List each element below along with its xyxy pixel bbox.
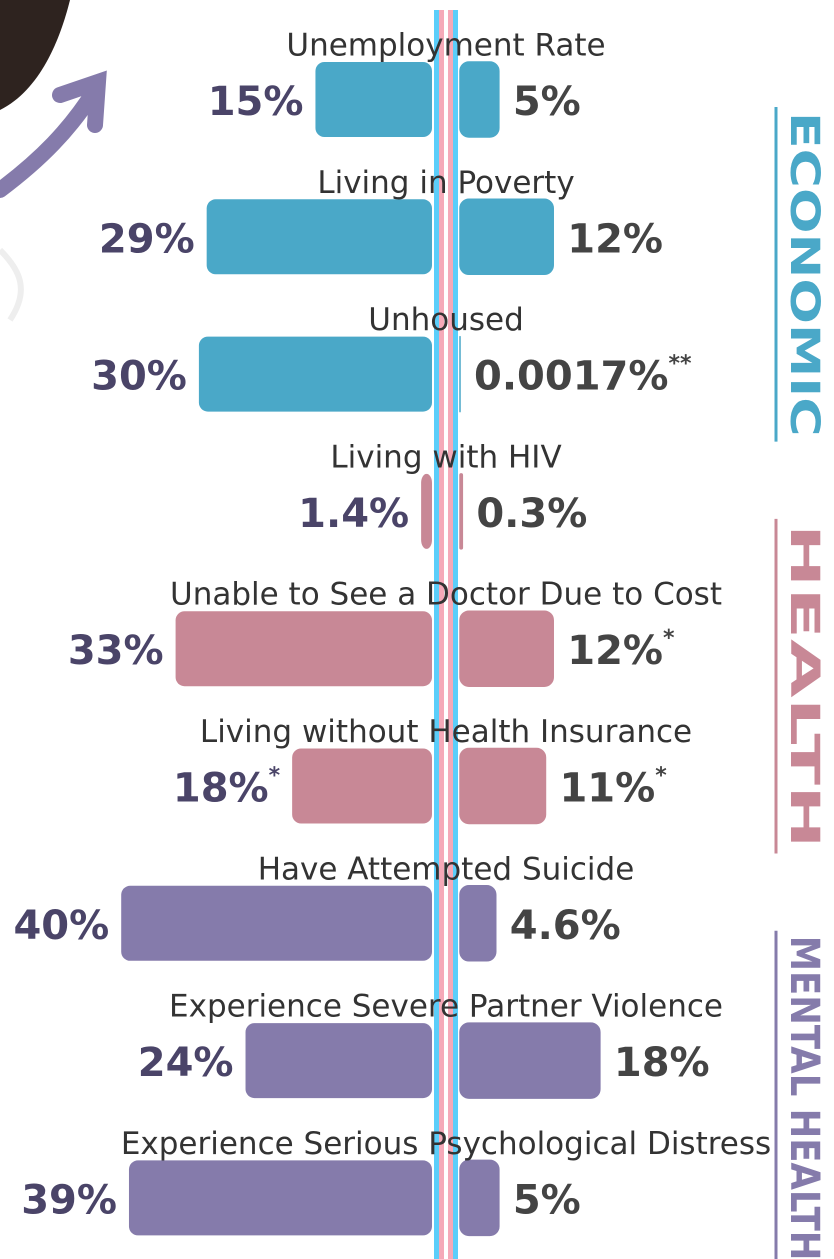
bar-left — [315, 62, 432, 137]
category-label: Living with HIV — [330, 439, 561, 475]
category-label: Living without Health Insurance — [200, 714, 692, 750]
category-label: Experience Severe Partner Violence — [169, 989, 723, 1025]
category-label: Have Attempted Suicide — [258, 851, 635, 887]
value-label-right: 0.0017%** — [474, 352, 692, 400]
group-label: HEALTH — [781, 524, 827, 849]
value-label-right: 11%* — [559, 764, 667, 812]
value-label-left: 40% — [13, 903, 109, 949]
value-label-left: 18%* — [173, 764, 281, 812]
group-label: MENTAL HEALTH — [781, 936, 827, 1259]
category-label: Unemployment Rate — [286, 28, 605, 64]
bar-left — [199, 337, 432, 412]
bar-right — [460, 611, 553, 686]
value-label-right: 5% — [513, 1177, 581, 1223]
category-label: Unable to See a Doctor Due to Cost — [170, 577, 722, 613]
bar-left — [421, 474, 432, 549]
bar-right — [460, 749, 545, 824]
bar-right — [460, 199, 553, 274]
category-label: Living in Poverty — [317, 165, 574, 201]
category-label: Unhoused — [368, 302, 524, 338]
bar-right — [460, 474, 462, 549]
value-label-left: 15% — [208, 79, 304, 125]
value-label-right: 0.3% — [476, 491, 587, 537]
bar-left — [292, 749, 432, 824]
value-label-right: 18% — [614, 1040, 710, 1086]
value-label-left: 29% — [99, 216, 195, 262]
decoration — [0, 0, 98, 320]
value-label-right: 4.6% — [510, 903, 621, 949]
category-label: Experience Serious Psychological Distres… — [121, 1126, 771, 1162]
chart: Unemployment Rate 15% 5% Living in Poverty 2… — [0, 0, 834, 1259]
bar-right — [460, 62, 499, 137]
bar-left — [207, 199, 432, 274]
group-label: ECONOMIC — [781, 112, 827, 437]
value-label-right: 5% — [513, 79, 581, 125]
bar-right — [460, 1023, 600, 1098]
value-label-left: 39% — [21, 1177, 117, 1223]
bar-right — [460, 886, 496, 961]
bar-left — [121, 886, 432, 961]
bar-left — [246, 1023, 432, 1098]
value-label-left: 33% — [68, 628, 164, 674]
bar-right — [460, 1160, 499, 1235]
bar-left — [176, 611, 432, 686]
bar-left — [129, 1160, 432, 1235]
value-label-right: 12% — [567, 216, 663, 262]
value-label-left: 24% — [138, 1040, 234, 1086]
value-label-left: 1.4% — [298, 491, 409, 537]
value-label-right: 12%* — [567, 626, 675, 674]
value-label-left: 30% — [91, 354, 187, 400]
